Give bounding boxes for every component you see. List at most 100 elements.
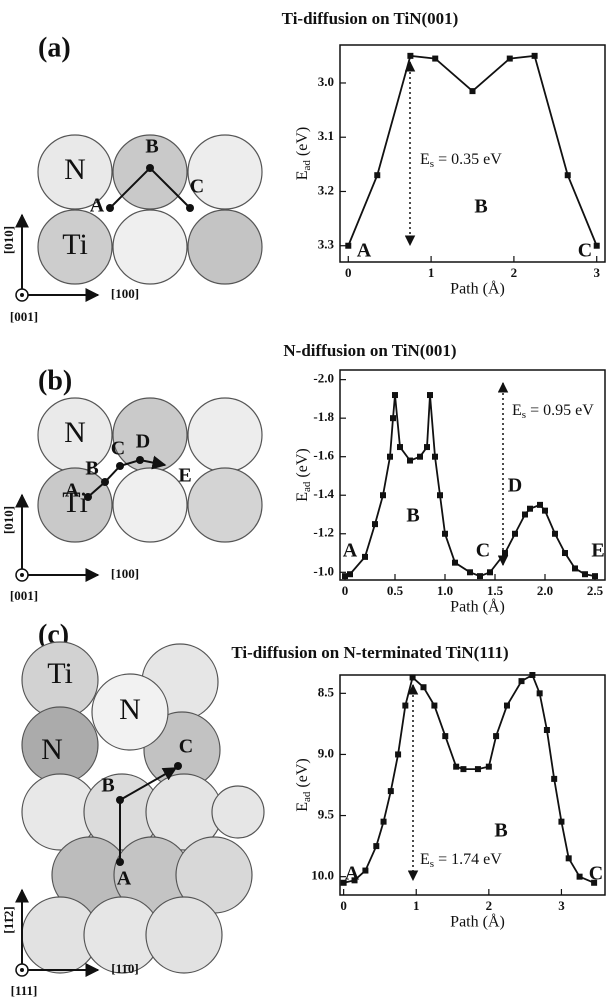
data-point [407, 458, 413, 464]
site-label: A [117, 868, 132, 890]
x-tick-label: 1 [413, 898, 420, 913]
x-tick-label: 0.5 [387, 583, 404, 598]
data-point [594, 243, 600, 249]
axis-label: [111] [11, 983, 38, 998]
y-tick-label: -1.8 [313, 409, 334, 424]
rich-label: Ead(eV) [294, 448, 313, 501]
y-tick-label: 8.5 [318, 684, 335, 699]
data-point [486, 764, 492, 770]
y-tick-label: -1.0 [313, 563, 334, 578]
main: E [512, 402, 522, 419]
site-label: C [111, 438, 125, 460]
data-point [552, 531, 558, 537]
data-point [420, 684, 426, 690]
data-point [522, 511, 528, 517]
data-point [537, 690, 543, 696]
y-tick-label: 9.5 [318, 807, 335, 822]
subscript: ad [301, 481, 313, 492]
data-point [388, 788, 394, 794]
subscript: ad [301, 160, 313, 171]
y-tick-label: -1.6 [313, 448, 334, 463]
axis-label: [11̄0] [111, 961, 138, 976]
data-point [402, 703, 408, 709]
data-point [397, 444, 403, 450]
data-point [558, 819, 564, 825]
point-label: A [343, 540, 358, 562]
y-tick-label: 3.0 [318, 74, 334, 89]
axis-label: [11̄2] [1, 906, 16, 933]
data-point [374, 172, 380, 178]
x-tick-label: 2 [486, 898, 493, 913]
diagram-a: N Ti A B C [010] [100] [001] [1, 135, 262, 324]
point-label: C [578, 240, 592, 262]
data-point [477, 573, 483, 579]
x-tick-label: 0 [340, 898, 347, 913]
data-line [345, 395, 595, 576]
data-point [345, 243, 351, 249]
subscript: s [522, 409, 526, 421]
suffix: (eV) [294, 758, 311, 787]
data-point [390, 415, 396, 421]
point-label: B [406, 505, 419, 527]
site-label: B [145, 136, 158, 158]
y-tick-label: 3.3 [318, 237, 335, 252]
site-label: C [179, 736, 193, 758]
axis-label: [100] [111, 566, 139, 581]
data-point [470, 88, 476, 94]
atom-label: Ti [62, 228, 88, 261]
data-point [592, 573, 598, 579]
data-point [544, 727, 550, 733]
point-label: A [357, 240, 372, 262]
data-point [460, 766, 466, 772]
data-point [519, 678, 525, 684]
point-label: B [474, 196, 487, 218]
data-point [392, 392, 398, 398]
y-tick-label: 3.1 [318, 128, 334, 143]
site-label: C [190, 176, 204, 198]
point-label: B [494, 820, 507, 842]
data-point [566, 855, 572, 861]
y-tick-label: -1.2 [313, 525, 334, 540]
data-point [507, 56, 513, 62]
y-tick-label: 10.0 [311, 868, 334, 883]
data-point [395, 751, 401, 757]
suffix: = 0.35 eV [438, 151, 502, 168]
main: E [294, 170, 311, 180]
data-point [452, 560, 458, 566]
data-point [362, 868, 368, 874]
data-point [577, 874, 583, 880]
data-point [387, 454, 393, 460]
rich-label: Es= 0.95 eV [512, 402, 594, 421]
atom-label: N [64, 416, 86, 449]
data-point [373, 843, 379, 849]
x-tick-label: 1.0 [437, 583, 453, 598]
data-point [380, 492, 386, 498]
data-point [487, 569, 493, 575]
y-tick-label: -1.4 [313, 486, 334, 501]
x-axis-label: Path (Å) [450, 598, 505, 616]
data-point [381, 819, 387, 825]
data-point [417, 454, 423, 460]
data-point [442, 733, 448, 739]
site-label: D [136, 431, 150, 453]
point-label: D [508, 475, 522, 497]
point-label: E [591, 540, 604, 562]
data-point [362, 554, 368, 560]
data-point [467, 569, 473, 575]
panel-label: (a) [38, 32, 71, 63]
site-label: E [178, 465, 191, 487]
x-tick-label: 0 [345, 265, 352, 280]
suffix: = 1.74 eV [438, 851, 502, 868]
main: E [294, 492, 311, 502]
x-tick-label: 1 [428, 265, 435, 280]
rich-label: Es= 0.35 eV [420, 151, 502, 170]
suffix: (eV) [294, 127, 311, 156]
data-point [432, 56, 438, 62]
subscript: s [430, 158, 434, 170]
data-point [542, 508, 548, 514]
data-point [529, 672, 535, 678]
axis-label: [001] [10, 588, 38, 603]
rich-label: Es= 1.74 eV [420, 851, 502, 870]
y-tick-label: -2.0 [313, 371, 334, 386]
chart-title: Ti-diffusion on TiN(001) [282, 9, 459, 28]
